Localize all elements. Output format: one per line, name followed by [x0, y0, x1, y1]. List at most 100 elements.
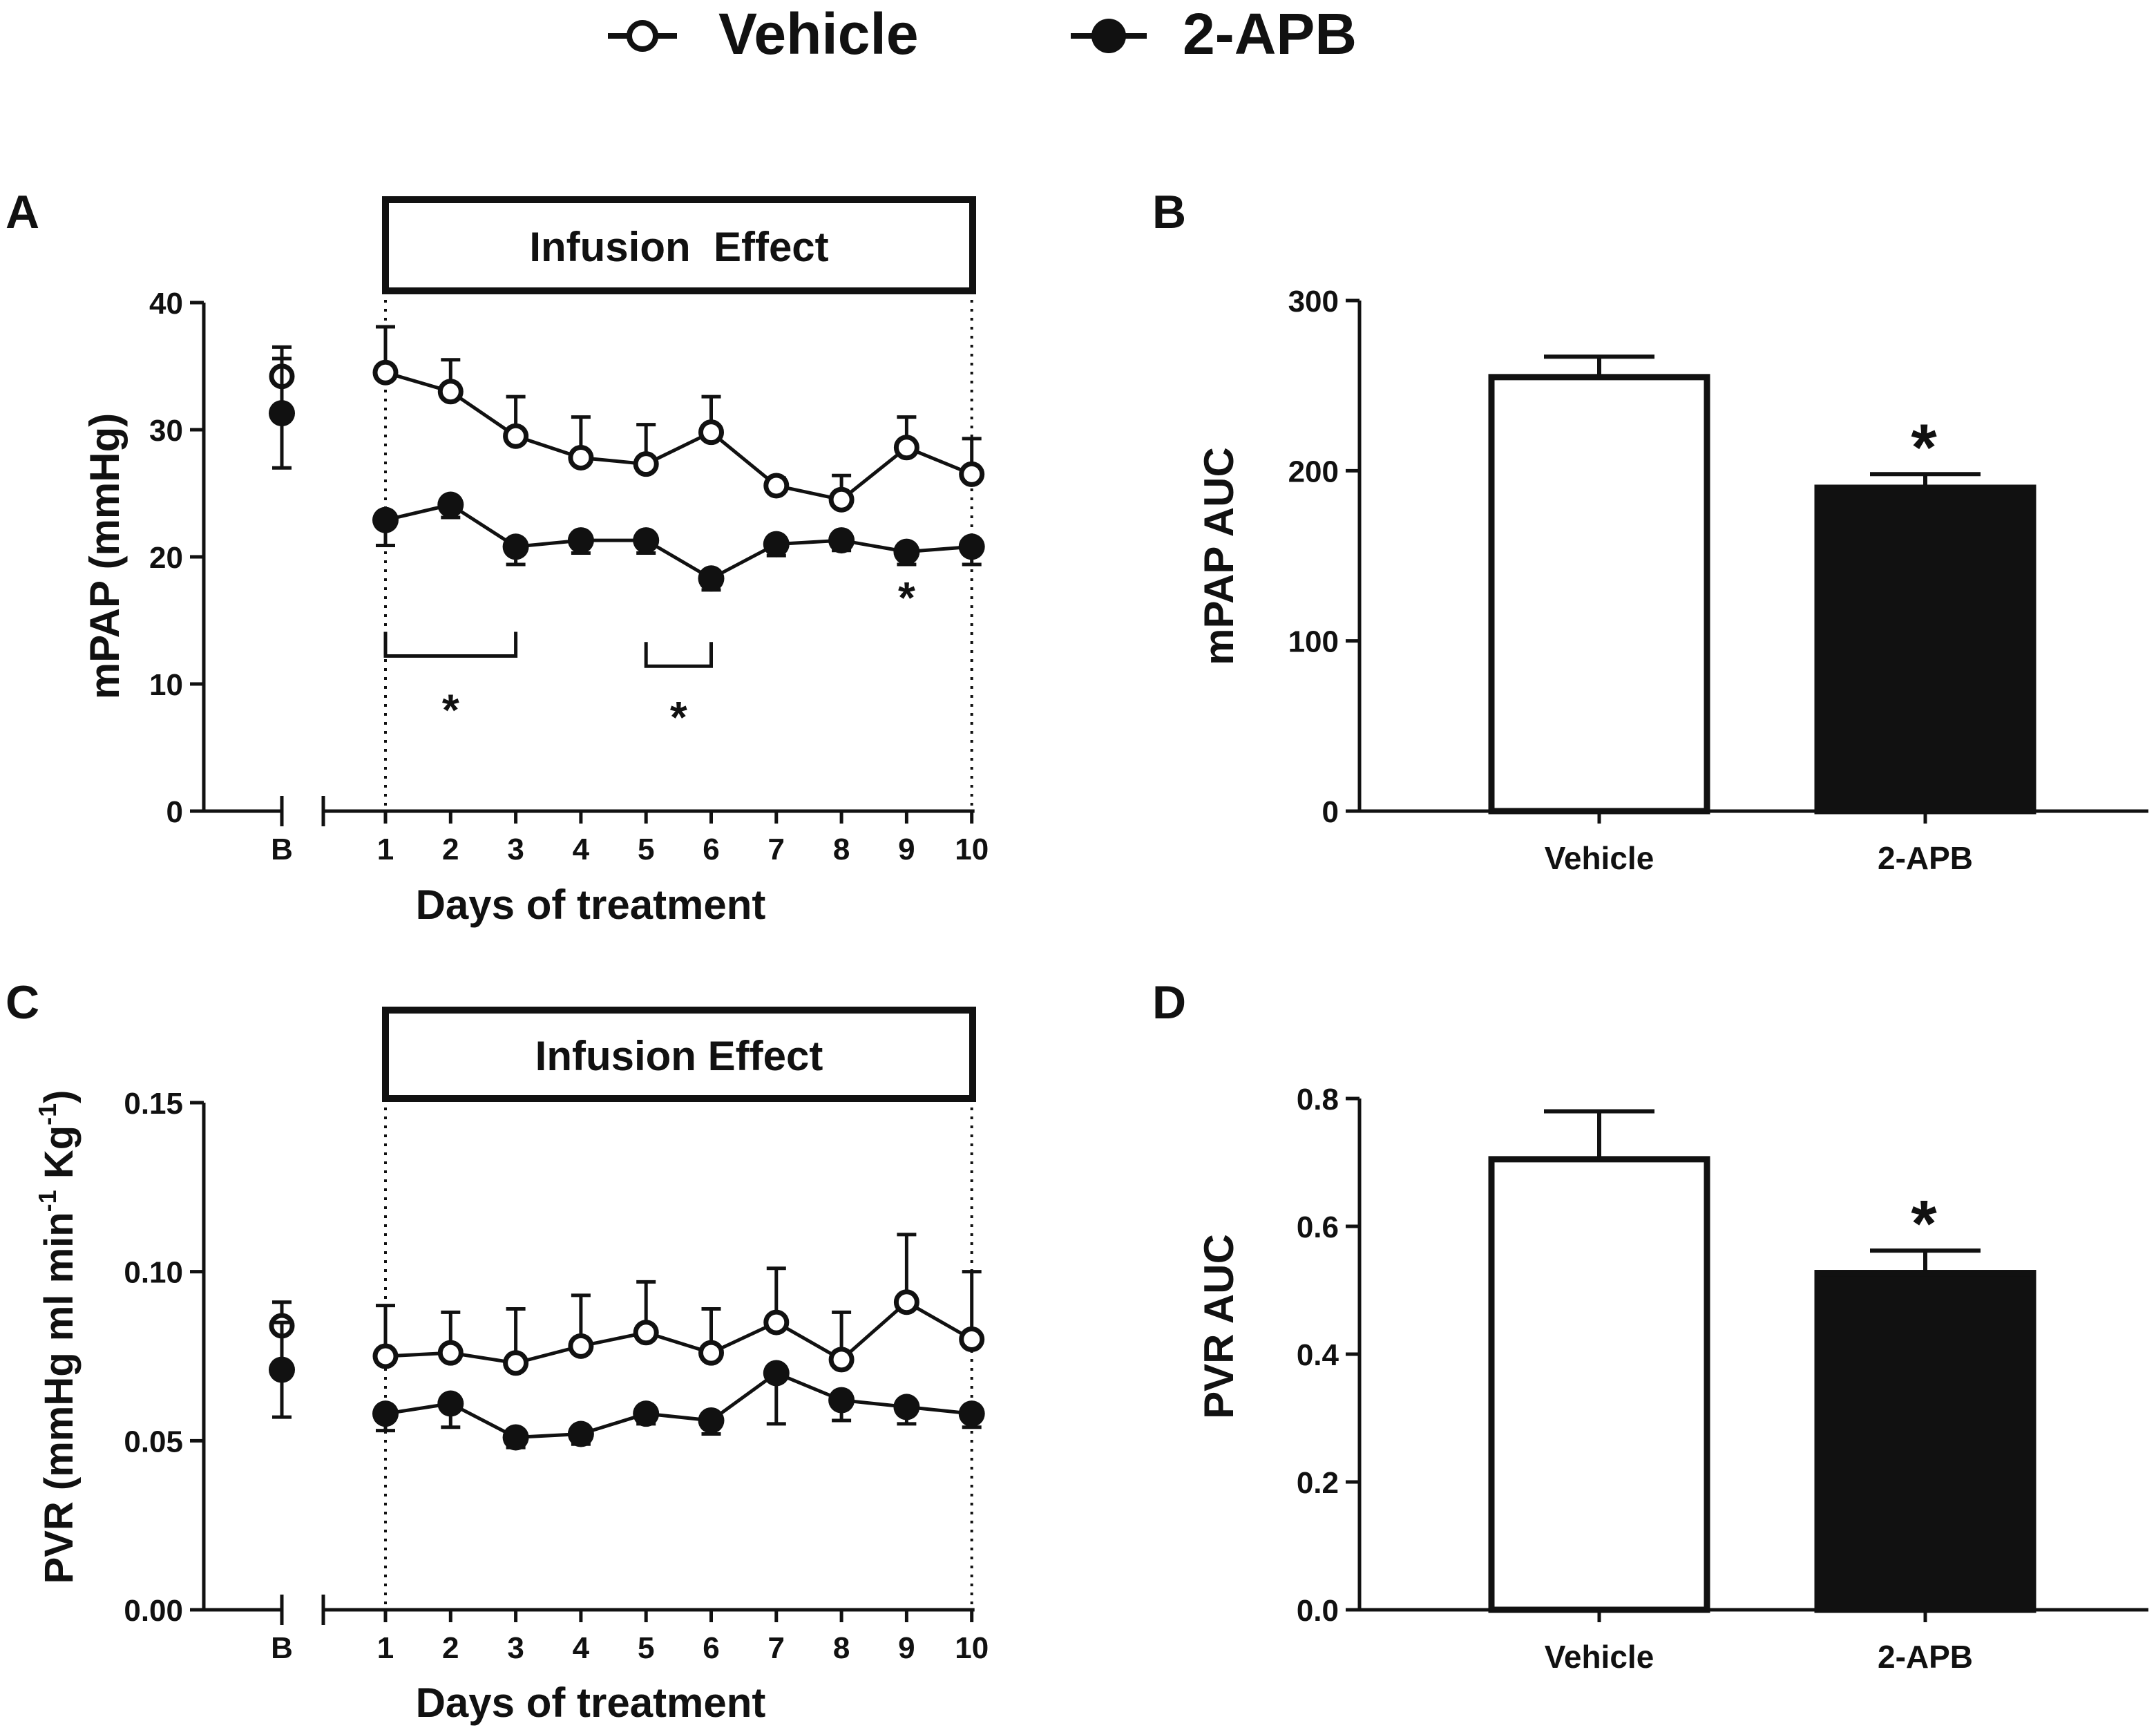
data-point-2apb: [763, 531, 790, 558]
data-point-vehicle: [828, 486, 855, 513]
x-tick-label: 1: [377, 833, 394, 866]
x-tick-label: 1: [377, 1631, 394, 1665]
data-point-2apb: [633, 1400, 660, 1427]
significance-bracket: [644, 642, 713, 668]
x-tick-label: 10: [955, 1631, 989, 1665]
data-point-vehicle: [503, 423, 529, 449]
x-tick-label: 5: [638, 1631, 654, 1665]
data-point-vehicle: [437, 1340, 464, 1366]
y-tick-label: 0.15: [124, 1087, 183, 1121]
y-tick-label: 100: [1288, 625, 1339, 659]
data-point-vehicle: [763, 1309, 790, 1335]
panel-letter-a: A: [6, 186, 39, 238]
data-point-2apb: [502, 533, 529, 560]
x-axis-label: Days of treatment: [416, 1680, 766, 1726]
data-point-vehicle: [372, 359, 399, 386]
data-point-vehicle: [568, 444, 594, 470]
y-tick-label: 0.8: [1297, 1083, 1339, 1116]
significance-asterisk: *: [442, 685, 459, 735]
y-axis-label-sup2: -1: [33, 1103, 61, 1125]
y-tick-label: 40: [149, 287, 183, 321]
x-tick-label: 4: [573, 833, 590, 866]
x-tick-label: Vehicle: [1545, 1639, 1654, 1675]
data-point-2apb: [269, 1356, 295, 1383]
y-tick-label: 0.2: [1297, 1466, 1339, 1500]
x-tick-label: 2: [442, 1631, 459, 1665]
infusion-effect-box: [382, 196, 976, 294]
data-point-2apb: [958, 1400, 985, 1427]
data-point-2apb: [269, 400, 295, 427]
panel-d-bar-chart: PVR AUC 0.0 0.2 0.4 0.6 0.8 Vehicle 2-APB *: [1196, 1083, 2148, 1675]
data-point-vehicle: [893, 1289, 919, 1315]
data-point-2apb: [372, 1400, 399, 1427]
panel-a-line-chart: Infusion Effect mPAP (mmHg) Days of trea…: [82, 196, 989, 928]
y-tick-label: 30: [149, 414, 183, 448]
data-point-2apb: [567, 1420, 594, 1447]
data-point-vehicle: [698, 419, 724, 446]
data-point-2apb: [633, 527, 660, 554]
y-tick-label: 300: [1288, 285, 1339, 319]
legend-2apb-marker: [1091, 19, 1126, 53]
bar-2apb: [1814, 1270, 2036, 1613]
y-tick-label: 0.00: [124, 1594, 183, 1628]
y-tick-label: 0: [166, 795, 183, 829]
y-tick-label: 10: [149, 668, 183, 702]
significance-asterisk: *: [670, 692, 687, 742]
x-tick-label: B: [271, 833, 293, 866]
x-tick-label: 4: [573, 1631, 590, 1665]
x-tick-label: 8: [833, 1631, 850, 1665]
infusion-effect-box: [382, 1007, 976, 1102]
data-point-2apb: [502, 1424, 529, 1451]
x-tick-label: 6: [703, 833, 719, 866]
panel-letter-b: B: [1152, 186, 1186, 238]
legend-vehicle: Vehicle: [608, 1, 919, 66]
bar-vehicle: [1488, 374, 1710, 815]
data-point-vehicle: [372, 1343, 399, 1369]
panel-c-line-chart: Infusion Effect PVR (mmHg ml min-1 Kg-1)…: [33, 1007, 989, 1726]
y-axis-label: PVR (mmHg ml min-1 Kg-1): [33, 1090, 82, 1584]
legend-vehicle-label: Vehicle: [718, 1, 919, 66]
series-line-vehicle: [385, 370, 973, 502]
significance-bracket: [383, 631, 518, 658]
x-tick-label: 7: [768, 1631, 785, 1665]
y-tick-label: 0.0: [1297, 1594, 1339, 1628]
significance-asterisk: *: [1911, 1187, 1937, 1261]
x-tick-label: 3: [507, 1631, 524, 1665]
legend-vehicle-marker: [627, 20, 658, 52]
data-point-2apb: [958, 533, 985, 560]
legend-2apb-label: 2-APB: [1183, 1, 1357, 66]
x-tick-label: 2-APB: [1878, 1639, 1973, 1675]
data-point-2apb: [437, 491, 464, 518]
x-tick-label: 7: [768, 833, 785, 866]
y-tick-label: 0.4: [1297, 1338, 1339, 1372]
panel-letter-d: D: [1152, 976, 1186, 1029]
data-point-2apb: [828, 1387, 855, 1414]
x-tick-label: 3: [507, 833, 524, 866]
x-axis-label: Days of treatment: [416, 882, 766, 928]
legend-2apb: 2-APB: [1071, 1, 1357, 66]
data-point-2apb: [893, 1394, 920, 1420]
data-point-vehicle: [698, 1340, 724, 1366]
data-point-2apb: [893, 538, 920, 565]
y-tick-label: 0.05: [124, 1425, 183, 1458]
x-tick-label: B: [271, 1631, 293, 1665]
panel-b-bar-chart: mPAP AUC 0 100 200 300 Vehicle 2-APB *: [1196, 285, 2148, 876]
bar-2apb: [1814, 484, 2036, 815]
y-axis-label-sup1: -1: [33, 1190, 61, 1212]
x-tick-label: 5: [638, 833, 654, 866]
data-point-2apb: [372, 506, 399, 533]
data-point-vehicle: [437, 379, 464, 405]
y-axis-label: PVR AUC: [1196, 1234, 1242, 1419]
legend: Vehicle 2-APB: [608, 1, 1357, 66]
y-axis-label: mPAP (mmHg): [82, 413, 128, 700]
y-tick-label: 0.10: [124, 1256, 183, 1290]
x-tick-label: 10: [955, 833, 989, 866]
infusion-effect-label: Infusion Effect: [535, 1033, 823, 1079]
data-point-vehicle: [959, 1327, 985, 1353]
significance-asterisk: *: [1911, 410, 1937, 484]
x-tick-label: 2-APB: [1878, 840, 1973, 876]
y-axis-label-end: ): [37, 1090, 82, 1103]
data-point-vehicle: [633, 1320, 659, 1346]
data-point-2apb: [828, 527, 855, 554]
